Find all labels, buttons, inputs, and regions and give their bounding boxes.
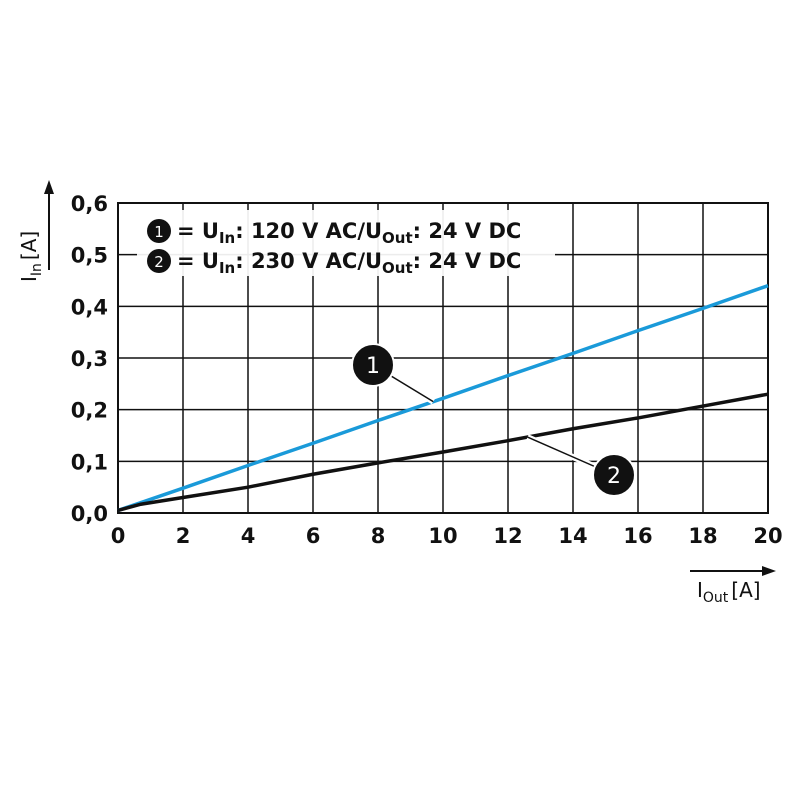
y-tick-label: 0,3 (71, 347, 108, 371)
x-tick-label: 4 (241, 524, 256, 548)
legend-marker-label: 2 (154, 253, 164, 271)
legend-marker (147, 219, 171, 243)
y-tick-label: 0,4 (71, 295, 108, 319)
x-tick-label: 6 (306, 524, 321, 548)
callout-marker (351, 343, 395, 387)
x-axis-label: IOut [A] (697, 578, 761, 606)
x-tick-label: 12 (493, 524, 522, 548)
plot-frame (117, 202, 769, 514)
x-tick-label: 20 (753, 524, 782, 548)
y-tick-label: 0,6 (71, 192, 108, 216)
x-arrow-head (762, 566, 776, 576)
series-line-2 (117, 392, 769, 513)
y-arrow-head (44, 180, 54, 194)
y-tick-label: 0,2 (71, 399, 108, 423)
callout-label: 1 (366, 354, 380, 379)
legend-entry: = UIn: 120 V AC/UOut: 24 V DC (177, 219, 521, 247)
legend-box (137, 210, 555, 276)
y-tick-label: 0,0 (71, 502, 108, 526)
x-tick-label: 10 (428, 524, 457, 548)
legend-entry: = UIn: 230 V AC/UOut: 24 V DC (177, 249, 521, 277)
y-tick-label: 0,1 (71, 450, 108, 474)
annotations: 12 (351, 343, 636, 497)
legend-marker-label: 1 (154, 223, 164, 241)
callout-label: 2 (607, 464, 621, 489)
series-lines (117, 284, 769, 513)
x-ticks: 0 2 4 6 8 10 12 14 16 18 20 (111, 524, 783, 548)
legend: 1 = UIn: 120 V AC/UOut: 24 V DC 2 = UIn: 23… (137, 210, 555, 277)
y-ticks: 0,0 0,1 0,2 0,3 0,4 0,5 0,6 (71, 192, 108, 526)
y-tick-label: 0,5 (71, 244, 108, 268)
x-tick-label: 8 (371, 524, 386, 548)
series-line-1 (117, 284, 769, 513)
x-tick-label: 18 (688, 524, 717, 548)
callout-marker (592, 453, 636, 497)
x-tick-label: 16 (623, 524, 652, 548)
legend-marker (147, 249, 171, 273)
x-tick-label: 0 (111, 524, 126, 548)
x-tick-label: 2 (176, 524, 191, 548)
x-tick-label: 14 (558, 524, 587, 548)
y-axis-label: IIn[A] (17, 231, 45, 282)
